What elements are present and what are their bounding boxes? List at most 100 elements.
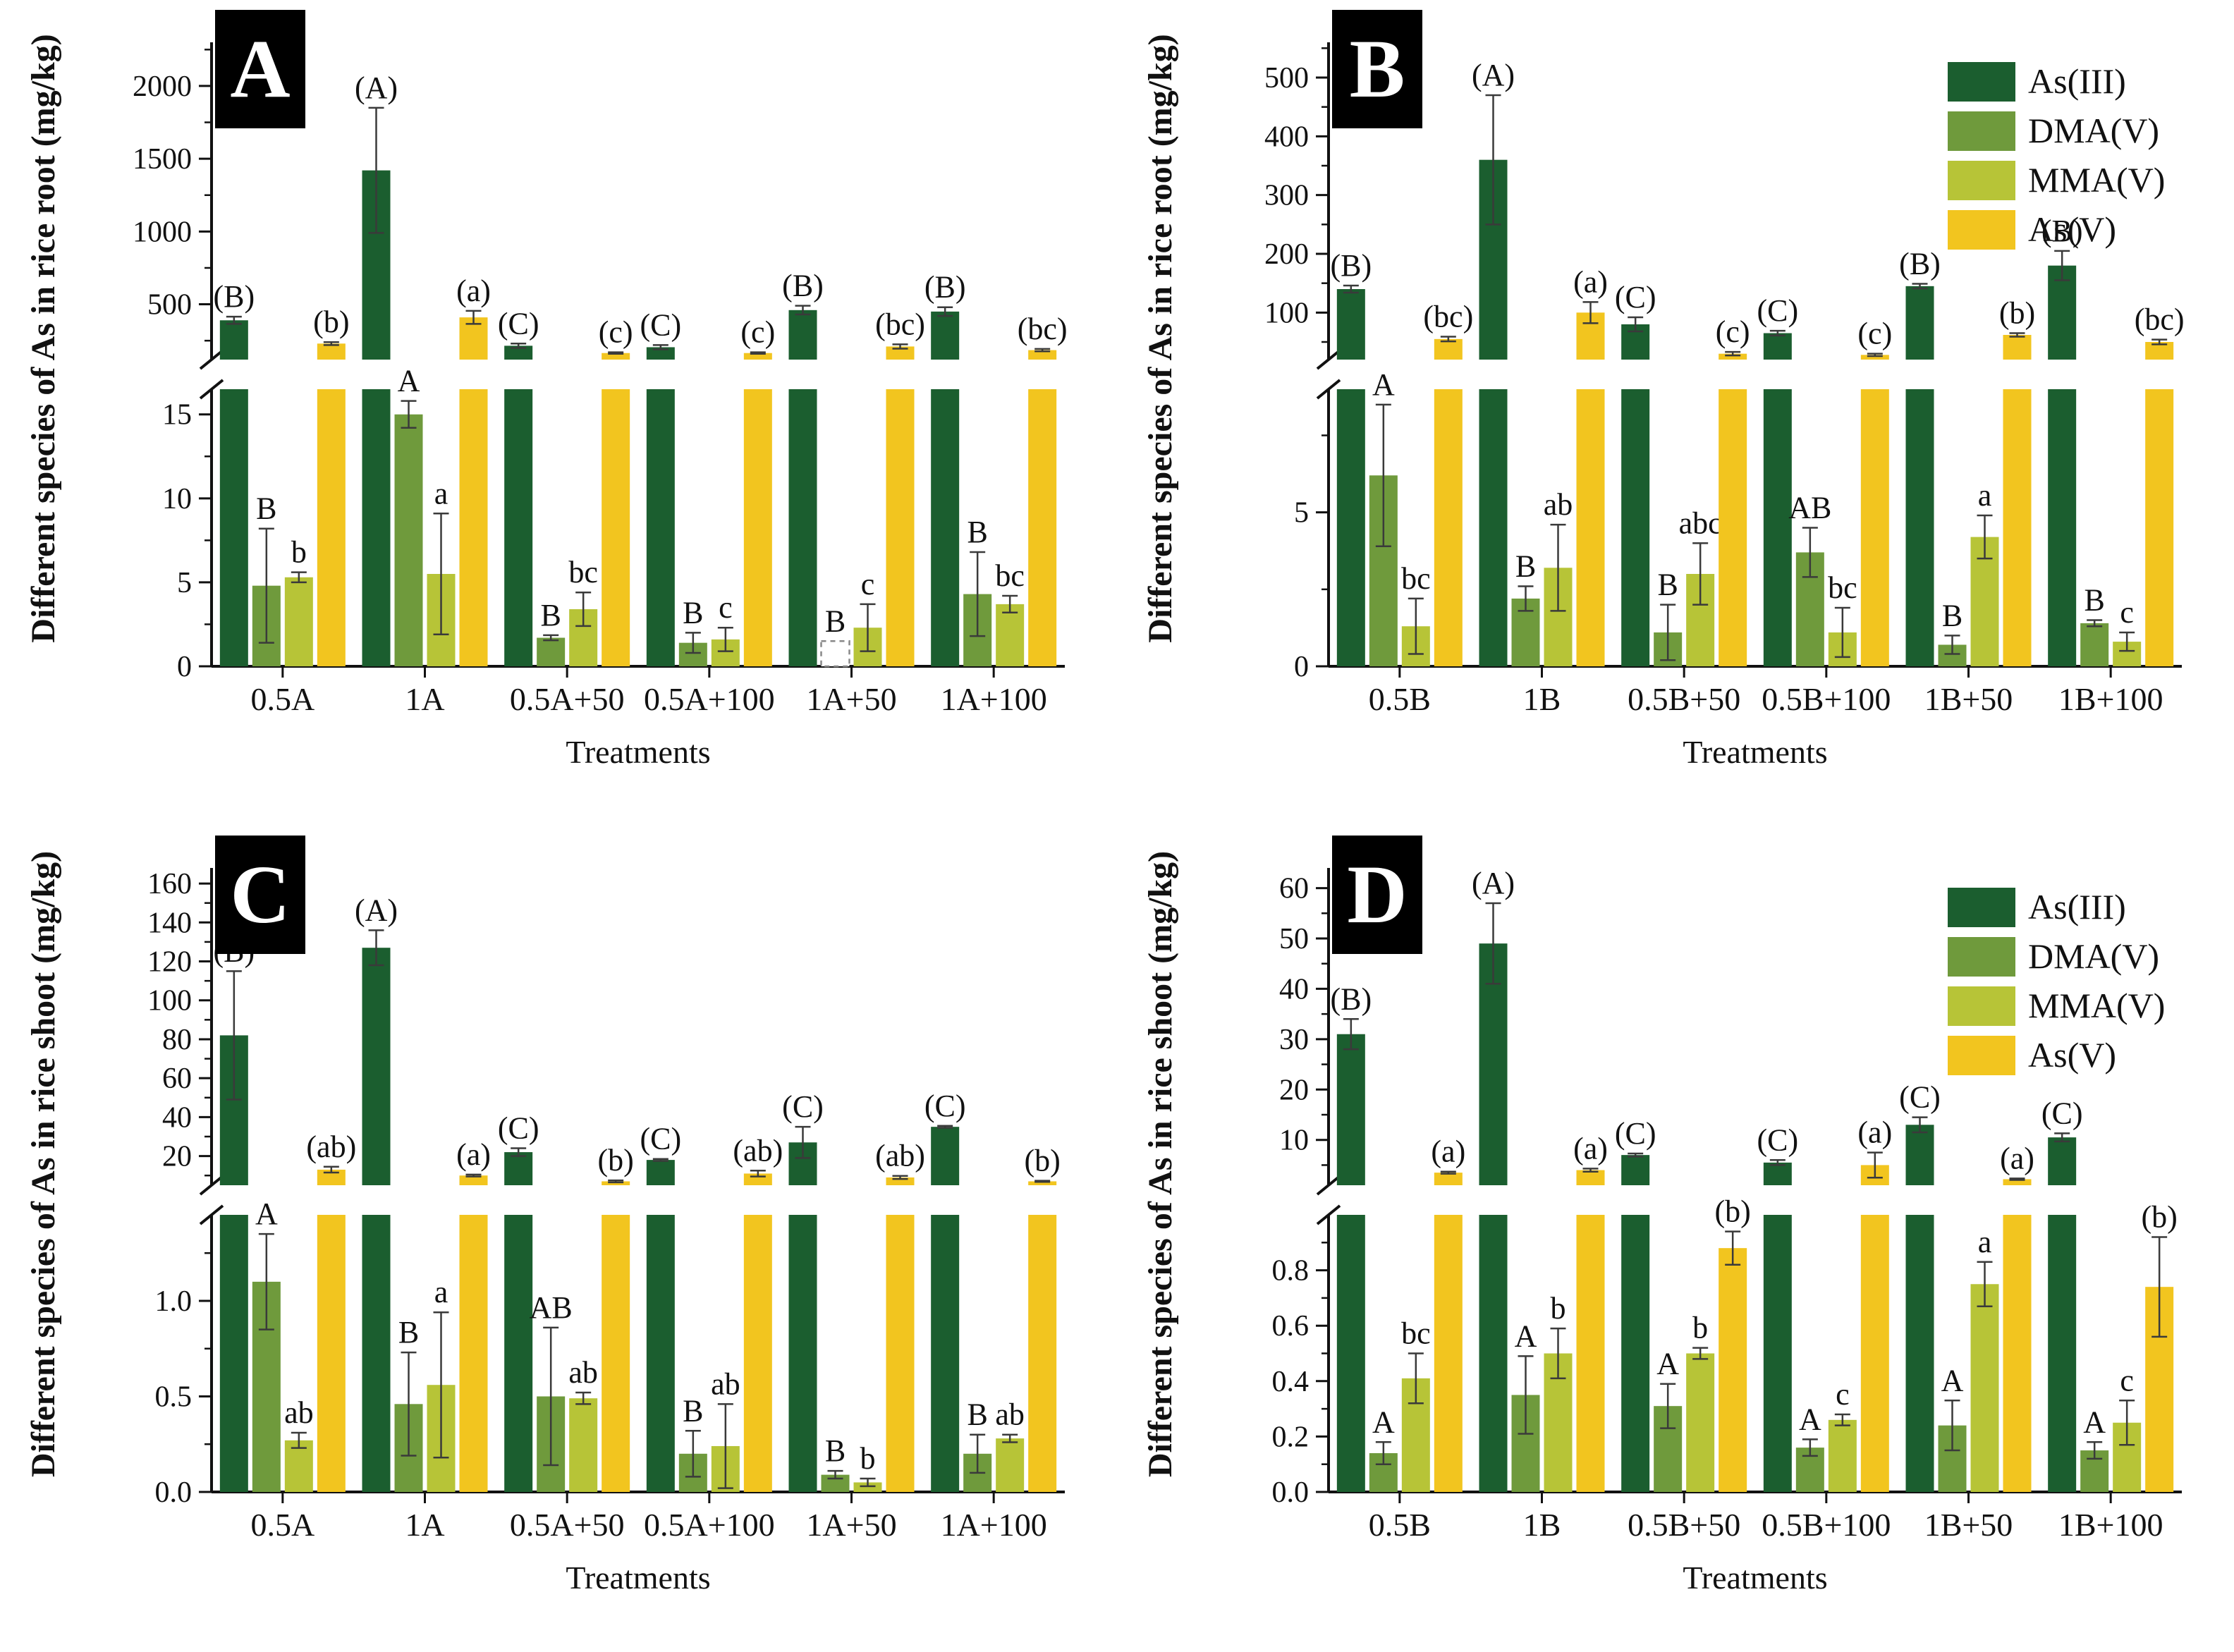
category-label: 0.5A bbox=[250, 1507, 315, 1543]
significance-letter: ab bbox=[711, 1366, 740, 1401]
tick-label: 140 bbox=[147, 907, 192, 939]
significance-letter: (c) bbox=[1716, 314, 1750, 349]
bar-lower-segment bbox=[1905, 389, 1934, 666]
significance-letter: (c) bbox=[740, 315, 775, 350]
significance-letter: B bbox=[825, 604, 846, 638]
bar bbox=[2080, 623, 2109, 666]
significance-letter: A bbox=[1372, 367, 1395, 402]
category-label: 1B+100 bbox=[2058, 1507, 2163, 1543]
significance-letter: (C) bbox=[1615, 1116, 1656, 1151]
bar-upper-segment bbox=[646, 347, 675, 360]
panel-C: C Different species of As in rice shoot … bbox=[0, 826, 1117, 1651]
tick-label: 10 bbox=[1279, 1125, 1309, 1157]
legend-label: MMA(V) bbox=[2028, 986, 2165, 1025]
bar-upper-segment bbox=[362, 948, 391, 1185]
significance-letter: (C) bbox=[1899, 1080, 1941, 1115]
significance-letter: (C) bbox=[640, 307, 682, 342]
significance-letter: a bbox=[434, 1275, 448, 1309]
category-label: 0.5B bbox=[1369, 1507, 1431, 1543]
significance-letter: (B) bbox=[782, 269, 824, 303]
significance-letter: ab bbox=[568, 1355, 598, 1390]
axis-break-mark bbox=[199, 1175, 224, 1196]
bar-upper-segment bbox=[1336, 289, 1365, 360]
significance-letter: B bbox=[683, 595, 703, 630]
bar-upper-segment bbox=[1434, 1173, 1463, 1185]
category-label: 0.5B bbox=[1369, 681, 1431, 717]
bar-lower-segment bbox=[317, 389, 346, 666]
significance-letter: a bbox=[434, 476, 448, 510]
significance-letter: (a) bbox=[2000, 1141, 2034, 1175]
legend-swatch bbox=[1948, 986, 2015, 1026]
bar-upper-segment bbox=[1434, 338, 1463, 360]
significance-letter: (C) bbox=[640, 1122, 682, 1156]
legend: As(III) DMA(V) MMA(V) As(V) bbox=[1948, 887, 2165, 1075]
significance-letter: (a) bbox=[1573, 1131, 1608, 1165]
significance-letter: (C) bbox=[1615, 280, 1656, 314]
legend-label: As(V) bbox=[2028, 1035, 2116, 1075]
significance-letter: A bbox=[1941, 1363, 1964, 1397]
significance-letter: A bbox=[2083, 1405, 2106, 1439]
bar-lower-segment bbox=[1576, 389, 1605, 666]
significance-letter: B bbox=[1515, 549, 1536, 583]
legend-label: As(III) bbox=[2028, 61, 2126, 101]
tick-label: 0.8 bbox=[1272, 1255, 1310, 1287]
bar bbox=[284, 577, 313, 666]
significance-letter: B bbox=[398, 1315, 419, 1350]
significance-letter: (B) bbox=[214, 279, 255, 314]
tick-label: 0 bbox=[1294, 651, 1309, 683]
significance-letter: (C) bbox=[498, 1111, 539, 1146]
tick-label: 80 bbox=[162, 1024, 192, 1056]
bar-upper-segment bbox=[317, 343, 346, 360]
tick-label: 500 bbox=[1264, 62, 1309, 94]
category-label: 0.5A+100 bbox=[644, 681, 775, 717]
tick-label: 60 bbox=[162, 1063, 192, 1095]
tick-label: 10 bbox=[162, 483, 192, 515]
bar-lower-segment bbox=[1621, 1215, 1650, 1492]
bar-upper-segment bbox=[1028, 1181, 1057, 1185]
bar-upper-segment bbox=[886, 346, 915, 360]
bar-lower-segment bbox=[602, 1215, 630, 1492]
significance-letter: A bbox=[255, 1197, 278, 1231]
bar-lower-segment bbox=[1434, 1215, 1463, 1492]
significance-letter: b bbox=[860, 1441, 876, 1476]
bar-lower-segment bbox=[1763, 389, 1792, 666]
tick-label: 1000 bbox=[133, 216, 192, 248]
bar-lower-segment bbox=[504, 389, 533, 666]
bar-upper-segment bbox=[602, 353, 630, 360]
tick-label: 60 bbox=[1279, 873, 1309, 905]
bar bbox=[996, 604, 1025, 666]
significance-letter: (B) bbox=[1899, 247, 1941, 281]
tick-label: 1.0 bbox=[155, 1285, 193, 1318]
significance-letter: (bc) bbox=[1423, 300, 1473, 334]
panel-badge-D: D bbox=[1332, 836, 1422, 954]
tick-label: 20 bbox=[162, 1141, 192, 1173]
significance-letter: (bc) bbox=[1018, 312, 1068, 346]
category-label: 0.5B+100 bbox=[1762, 681, 1891, 717]
significance-letter: c bbox=[2120, 595, 2134, 630]
x-axis-title-B: Treatments bbox=[1683, 734, 1828, 770]
significance-letter: B bbox=[683, 1393, 703, 1428]
significance-letter: A bbox=[1799, 1402, 1821, 1436]
x-axis-title-A: Treatments bbox=[566, 734, 711, 770]
significance-letter: AB bbox=[1788, 491, 1831, 525]
bar-upper-segment bbox=[1905, 1125, 1934, 1185]
significance-letter: (a) bbox=[1573, 264, 1608, 299]
bar-lower-segment bbox=[1621, 389, 1650, 666]
significance-letter: (C) bbox=[2041, 1096, 2083, 1130]
significance-letter: B bbox=[967, 515, 987, 549]
tick-label: 1500 bbox=[133, 143, 192, 176]
bar-upper-segment bbox=[931, 311, 960, 360]
bar-upper-segment bbox=[602, 1181, 630, 1185]
bar-upper-segment bbox=[504, 1152, 533, 1185]
tick-label: 400 bbox=[1264, 121, 1309, 153]
bar-upper-segment bbox=[2003, 335, 2032, 360]
tick-label: 40 bbox=[1279, 973, 1309, 1005]
tick-label: 0.5 bbox=[155, 1381, 193, 1413]
significance-letter: (b) bbox=[1715, 1194, 1751, 1229]
significance-letter: A bbox=[1515, 1318, 1537, 1353]
bar-lower-segment bbox=[886, 1215, 915, 1492]
legend: As(III) DMA(V) MMA(V) As(V) bbox=[1948, 61, 2165, 250]
bar-lower-segment bbox=[1336, 1215, 1365, 1492]
bar bbox=[394, 414, 423, 666]
category-label: 1A+50 bbox=[806, 681, 896, 717]
